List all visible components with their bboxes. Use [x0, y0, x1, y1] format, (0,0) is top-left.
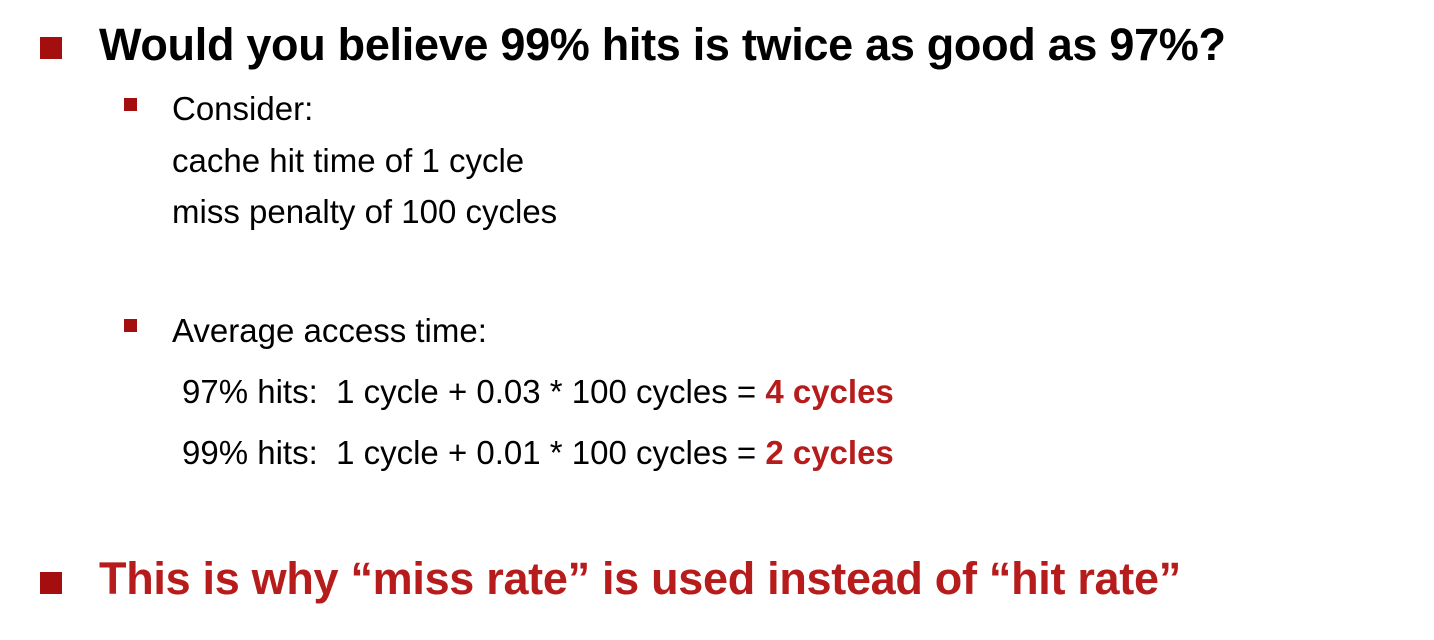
calc-result: 4 cycles: [765, 373, 894, 410]
conclusion-heading: This is why “miss rate” is used instead …: [99, 553, 1181, 604]
average-access-label: Average access time:: [172, 312, 487, 349]
calc-row-97: 97% hits: 1 cycle + 0.03 * 100 cycles = …: [182, 366, 894, 418]
hit-time-line: cache hit time of 1 cycle: [172, 142, 525, 179]
bullet-square-icon: [40, 572, 62, 594]
sub-bullet-square-icon: [124, 98, 137, 111]
calc-expression: 99% hits: 1 cycle + 0.01 * 100 cycles =: [182, 434, 766, 471]
sub-bullet-square-icon: [124, 319, 137, 332]
calc-expression: 97% hits: 1 cycle + 0.03 * 100 cycles =: [182, 373, 766, 410]
consider-label: Consider:: [172, 90, 314, 127]
bullet-square-icon: [40, 37, 62, 59]
main-question-heading: Would you believe 99% hits is twice as g…: [99, 19, 1226, 70]
calc-result: 2 cycles: [765, 434, 894, 471]
miss-penalty-line: miss penalty of 100 cycles: [172, 193, 558, 230]
calc-row-99: 99% hits: 1 cycle + 0.01 * 100 cycles = …: [182, 427, 894, 479]
